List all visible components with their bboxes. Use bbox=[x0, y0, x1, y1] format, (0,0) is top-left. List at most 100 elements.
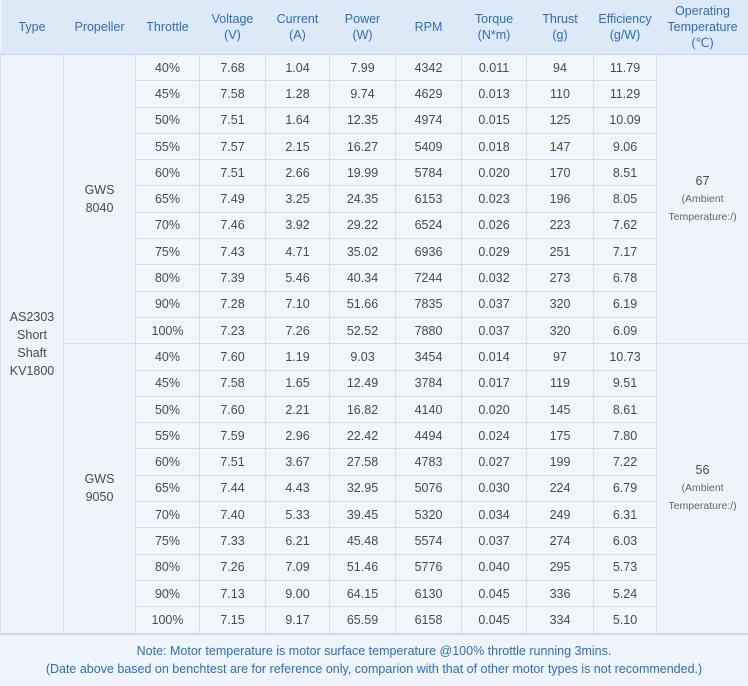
cell-efficiency: 10.09 bbox=[594, 107, 657, 133]
cell-current: 1.04 bbox=[266, 55, 330, 81]
cell-efficiency: 6.09 bbox=[594, 317, 657, 343]
header-thrust: Thrust(g) bbox=[527, 0, 594, 55]
cell-rpm: 6936 bbox=[396, 239, 462, 265]
cell-throttle: 100% bbox=[136, 607, 200, 633]
cell-throttle: 60% bbox=[136, 449, 200, 475]
cell-efficiency: 5.24 bbox=[594, 580, 657, 606]
cell-thrust: 251 bbox=[527, 239, 594, 265]
motor-type-line2: Short Shaft bbox=[1, 326, 63, 362]
cell-efficiency: 6.19 bbox=[594, 291, 657, 317]
cell-throttle: 70% bbox=[136, 212, 200, 238]
cell-thrust: 110 bbox=[527, 81, 594, 107]
cell-torque: 0.023 bbox=[462, 186, 527, 212]
cell-efficiency: 6.78 bbox=[594, 265, 657, 291]
cell-current: 6.21 bbox=[266, 528, 330, 554]
cell-rpm: 6524 bbox=[396, 212, 462, 238]
cell-efficiency: 6.79 bbox=[594, 475, 657, 501]
cell-efficiency: 9.51 bbox=[594, 370, 657, 396]
cell-current: 1.65 bbox=[266, 370, 330, 396]
cell-rpm: 5409 bbox=[396, 133, 462, 159]
cell-rpm: 4140 bbox=[396, 396, 462, 422]
cell-torque: 0.034 bbox=[462, 502, 527, 528]
cell-torque: 0.037 bbox=[462, 291, 527, 317]
temperature-value: 67 bbox=[657, 172, 748, 190]
cell-voltage: 7.46 bbox=[200, 212, 266, 238]
cell-thrust: 170 bbox=[527, 160, 594, 186]
cell-power: 65.59 bbox=[330, 607, 396, 633]
cell-efficiency: 10.73 bbox=[594, 344, 657, 370]
cell-rpm: 5776 bbox=[396, 554, 462, 580]
cell-voltage: 7.13 bbox=[200, 580, 266, 606]
header-throttle: Throttle bbox=[136, 0, 200, 55]
cell-rpm: 7244 bbox=[396, 265, 462, 291]
cell-power: 45.48 bbox=[330, 528, 396, 554]
cell-current: 3.25 bbox=[266, 186, 330, 212]
header-torque: Torque(N*m) bbox=[462, 0, 527, 55]
cell-thrust: 223 bbox=[527, 212, 594, 238]
propeller-prop-line2: 8040 bbox=[64, 199, 135, 217]
cell-throttle: 90% bbox=[136, 580, 200, 606]
motor-type-line1: AS2303 bbox=[1, 308, 63, 326]
cell-torque: 0.040 bbox=[462, 554, 527, 580]
cell-power: 51.46 bbox=[330, 554, 396, 580]
cell-voltage: 7.58 bbox=[200, 81, 266, 107]
cell-power: 32.95 bbox=[330, 475, 396, 501]
cell-power: 12.35 bbox=[330, 107, 396, 133]
cell-torque: 0.037 bbox=[462, 528, 527, 554]
cell-current: 7.10 bbox=[266, 291, 330, 317]
cell-current: 4.71 bbox=[266, 239, 330, 265]
cell-current: 5.33 bbox=[266, 502, 330, 528]
cell-voltage: 7.51 bbox=[200, 160, 266, 186]
cell-power: 12.49 bbox=[330, 370, 396, 396]
cell-rpm: 4629 bbox=[396, 81, 462, 107]
header-power: Power(W) bbox=[330, 0, 396, 55]
cell-thrust: 94 bbox=[527, 55, 594, 81]
temperature-value: 56 bbox=[657, 461, 748, 479]
cell-torque: 0.024 bbox=[462, 423, 527, 449]
cell-efficiency: 5.73 bbox=[594, 554, 657, 580]
cell-rpm: 5574 bbox=[396, 528, 462, 554]
cell-efficiency: 8.05 bbox=[594, 186, 657, 212]
cell-throttle: 50% bbox=[136, 107, 200, 133]
cell-thrust: 147 bbox=[527, 133, 594, 159]
cell-efficiency: 11.79 bbox=[594, 55, 657, 81]
header-current: Current(A) bbox=[266, 0, 330, 55]
cell-torque: 0.027 bbox=[462, 449, 527, 475]
cell-throttle: 90% bbox=[136, 291, 200, 317]
cell-rpm: 4342 bbox=[396, 55, 462, 81]
cell-current: 2.66 bbox=[266, 160, 330, 186]
cell-efficiency: 6.31 bbox=[594, 502, 657, 528]
cell-power: 7.99 bbox=[330, 55, 396, 81]
cell-power: 22.42 bbox=[330, 423, 396, 449]
cell-voltage: 7.57 bbox=[200, 133, 266, 159]
cell-rpm: 6130 bbox=[396, 580, 462, 606]
cell-power: 16.82 bbox=[330, 396, 396, 422]
ambient-temperature-note: (Ambient bbox=[657, 190, 748, 208]
table-header-row: Type Propeller Throttle Voltage(V) Curre… bbox=[1, 0, 748, 55]
cell-power: 52.52 bbox=[330, 317, 396, 343]
cell-torque: 0.020 bbox=[462, 396, 527, 422]
cell-voltage: 7.33 bbox=[200, 528, 266, 554]
cell-thrust: 199 bbox=[527, 449, 594, 475]
cell-rpm: 4783 bbox=[396, 449, 462, 475]
cell-current: 9.17 bbox=[266, 607, 330, 633]
cell-power: 9.74 bbox=[330, 81, 396, 107]
cell-voltage: 7.28 bbox=[200, 291, 266, 317]
propeller-prop-line1: GWS bbox=[64, 181, 135, 199]
cell-thrust: 320 bbox=[527, 291, 594, 317]
cell-rpm: 5784 bbox=[396, 160, 462, 186]
cell-power: 64.15 bbox=[330, 580, 396, 606]
footnote-line-2: (Date above based on benchtest are for r… bbox=[0, 660, 748, 678]
motor-type-line3: KV1800 bbox=[1, 362, 63, 380]
cell-efficiency: 7.62 bbox=[594, 212, 657, 238]
cell-throttle: 65% bbox=[136, 475, 200, 501]
cell-thrust: 125 bbox=[527, 107, 594, 133]
ambient-temperature-note: (Ambient bbox=[657, 479, 748, 497]
cell-throttle: 80% bbox=[136, 554, 200, 580]
cell-current: 1.64 bbox=[266, 107, 330, 133]
cell-rpm: 7880 bbox=[396, 317, 462, 343]
cell-voltage: 7.60 bbox=[200, 396, 266, 422]
